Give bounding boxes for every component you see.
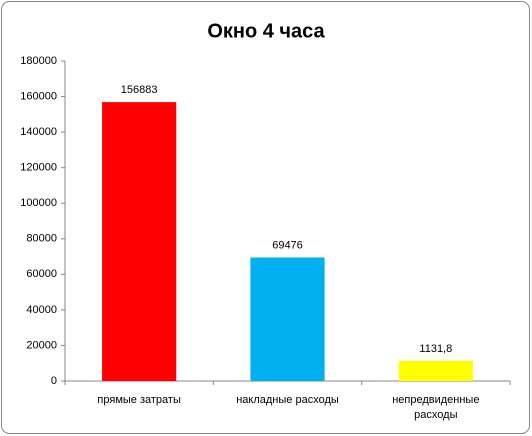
y-tick-label: 140000 — [20, 126, 57, 138]
x-tick-label: накладные расходы — [236, 394, 339, 406]
x-tick-label: непредвиденные расходы — [392, 394, 480, 421]
y-tick-label: 100000 — [20, 197, 57, 209]
y-tick-label: 0 — [51, 375, 57, 387]
bar — [398, 360, 473, 381]
data-label: 69476 — [272, 239, 303, 251]
y-tick-label: 160000 — [20, 90, 57, 102]
chart-title: Окно 4 часа — [207, 20, 325, 42]
data-label: 156883 — [121, 84, 158, 96]
bar — [250, 257, 325, 381]
x-tick-label: прямые затраты — [97, 394, 181, 406]
data-label: 1131,8 — [419, 343, 452, 355]
y-tick-label: 80000 — [26, 233, 57, 245]
y-tick-label: 40000 — [26, 304, 57, 316]
y-tick-label: 120000 — [20, 162, 57, 174]
bar — [102, 102, 177, 381]
y-tick-label: 20000 — [26, 339, 57, 351]
y-tick-label: 180000 — [20, 55, 57, 67]
y-tick-label: 60000 — [26, 268, 57, 280]
